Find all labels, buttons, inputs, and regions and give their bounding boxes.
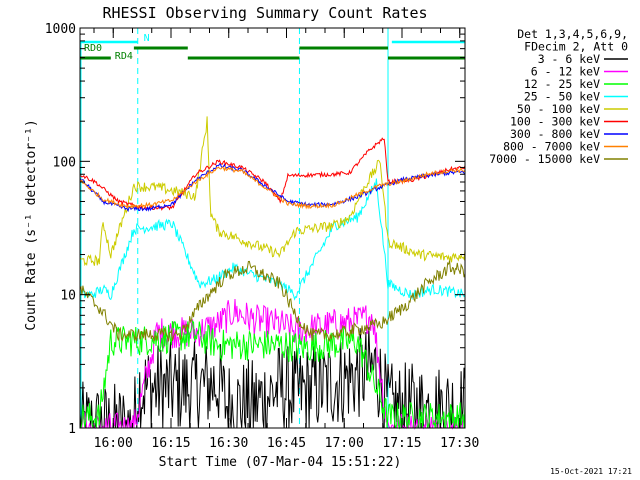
x-tick-label-5: 17:15 [382,436,421,451]
y-tick-label-0: 1 [68,422,76,437]
x-tick-label-2: 16:30 [209,436,248,451]
legend-entry-6: 300 - 800 keV [510,127,600,141]
x-axis-label: Start Time (07-Mar-04 15:51:22) [159,455,402,470]
legend-entry-2: 12 - 25 keV [524,77,600,91]
y-axis-label: Count Rate (s⁻¹ detector⁻¹) [24,119,39,330]
annotation-rd4: RD4 [115,51,133,62]
annotation-n: N [144,33,150,44]
x-tick-label-3: 16:45 [267,436,306,451]
series-line-7 [79,165,466,210]
plot-frame [79,27,466,429]
legend-entry-1: 6 - 12 keV [531,65,600,79]
timestamp-stamp: 15-Oct-2021 17:21 [550,467,632,476]
legend-entry-3: 25 - 50 keV [524,90,600,104]
legend-entry-8: 7000 - 15000 keV [489,152,600,166]
legend: Det 1,3,4,5,6,9,FDecim 2, Att 03 - 6 keV… [489,27,628,166]
annotation-rd0: RD0 [84,43,102,54]
x-tick-label-4: 17:00 [325,436,364,451]
legend-entry-5: 100 - 300 keV [510,115,600,129]
x-tick-label-0: 16:00 [94,436,133,451]
chart-title: RHESSI Observing Summary Count Rates [102,4,427,22]
plot-area [80,28,466,428]
y-tick-label-1: 10 [60,289,76,304]
series-line-3 [79,178,466,301]
y-tick-label-3: 1000 [45,22,76,37]
legend-entry-0: 3 - 6 keV [538,52,600,66]
legend-entry-4: 50 - 100 keV [517,102,600,116]
legend-header-0: Det 1,3,4,5,6,9, [517,27,628,41]
legend-entry-7: 800 - 7000 keV [503,140,600,154]
plot-background [80,28,465,428]
series-line-6 [79,163,466,213]
x-tick-label-6: 17:30 [440,436,479,451]
x-tick-label-1: 16:15 [151,436,190,451]
series-line-8 [79,260,466,342]
y-tick-label-2: 100 [53,155,76,170]
axis-layer: 1 10 100 1000 16:00 16:15 16:30 16:45 17:00 17:15… [45,22,480,451]
legend-header-1: FDecim 2, Att 0 [524,40,628,54]
series-line-2 [80,319,466,430]
series-line-4 [79,116,466,267]
